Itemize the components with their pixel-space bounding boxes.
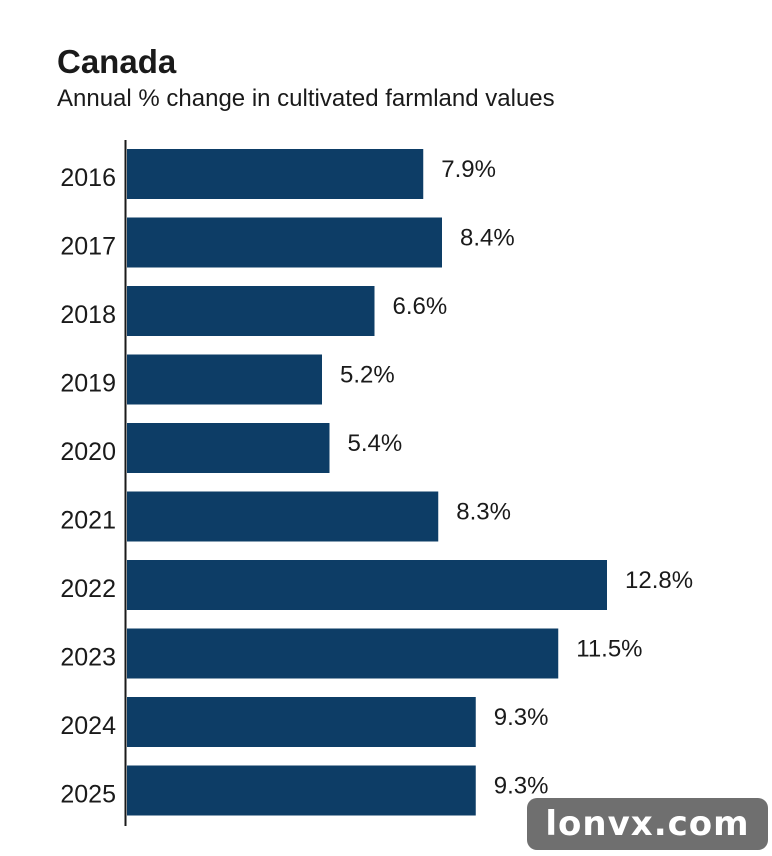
category-label-2022: 2022 [60,575,116,603]
value-label-2017: 8.4% [460,225,515,252]
value-label-2020: 5.4% [348,430,403,457]
bar-2018 [127,286,375,336]
category-label-2016: 2016 [60,164,116,192]
value-label-2021: 8.3% [456,499,511,526]
bar-2025 [127,765,476,816]
category-label-2023: 2023 [60,644,116,672]
bar-group: 2016 7.9% 2017 8.4% 2018 6.6% 2019 5.2% 2020 5.4%… [60,149,693,816]
category-label-2019: 2019 [60,370,116,398]
bar-2017 [127,217,442,268]
bar-2020 [127,423,330,473]
value-label-2018: 6.6% [393,293,448,320]
bar-2021 [127,491,439,542]
category-label-2020: 2020 [60,438,116,466]
bar-2022 [127,560,607,610]
value-label-2022: 12.8% [625,567,693,594]
chart-subtitle: Annual % change in cultivated farmland v… [57,85,555,112]
bar-2023 [127,628,559,679]
category-label-2017: 2017 [60,233,116,261]
chart-title: Canada [57,43,177,80]
value-label-2019: 5.2% [340,362,395,389]
bar-2019 [127,354,322,405]
category-label-2021: 2021 [60,507,116,535]
bar-2024 [127,697,476,747]
value-label-2024: 9.3% [494,704,549,731]
value-label-2025: 9.3% [494,773,549,800]
category-label-2024: 2024 [60,712,116,740]
watermark: lonvx.com [527,798,768,850]
value-label-2023: 11.5% [576,636,642,663]
value-label-2016: 7.9% [441,156,496,183]
bar-2016 [127,149,424,199]
category-label-2018: 2018 [60,301,116,329]
category-label-2025: 2025 [60,781,116,809]
